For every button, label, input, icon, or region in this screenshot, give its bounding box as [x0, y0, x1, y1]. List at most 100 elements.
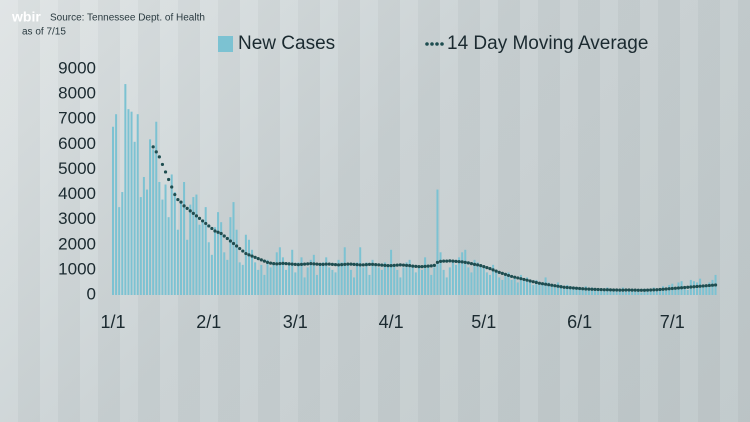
bar — [139, 197, 142, 295]
x-tick-label: 5/1 — [471, 312, 496, 332]
bar — [207, 242, 210, 295]
average-dot — [420, 265, 424, 269]
bar — [331, 269, 334, 295]
y-tick-label: 6000 — [58, 134, 96, 153]
average-dot — [197, 216, 202, 221]
bar — [581, 288, 584, 295]
average-dot — [188, 209, 192, 213]
average-dot — [312, 262, 316, 266]
bar — [575, 288, 578, 295]
average-dot — [704, 284, 708, 288]
average-dot — [417, 265, 421, 269]
average-dot — [299, 262, 304, 266]
bar — [136, 114, 139, 295]
average-dot — [262, 259, 267, 263]
average-dot — [469, 262, 474, 266]
average-dot — [401, 263, 406, 267]
bar — [133, 141, 136, 295]
average-dot — [476, 263, 480, 267]
average-dot — [525, 278, 529, 282]
average-dot — [272, 262, 276, 266]
average-dot — [327, 262, 331, 266]
average-dot — [713, 283, 718, 287]
average-dot — [522, 277, 526, 282]
bar — [179, 202, 182, 295]
bar — [643, 288, 646, 295]
average-dot — [506, 273, 511, 278]
bar — [368, 274, 371, 295]
bar — [343, 247, 346, 295]
average-dot — [235, 244, 239, 248]
average-dot — [661, 287, 665, 291]
bar — [485, 272, 488, 295]
average-dot — [689, 285, 693, 289]
bar — [492, 264, 495, 295]
average-dot — [463, 260, 467, 264]
average-dot — [389, 264, 393, 268]
bar — [170, 174, 173, 295]
bar — [405, 262, 408, 295]
average-dot — [513, 275, 517, 279]
bar — [312, 254, 315, 295]
average-dot — [204, 221, 208, 226]
bar — [322, 262, 325, 295]
legend-swatch — [218, 36, 233, 52]
bar — [383, 262, 386, 295]
bar — [519, 274, 522, 295]
bar — [195, 194, 198, 295]
average-dot — [287, 262, 291, 266]
average-dot — [315, 262, 319, 266]
average-dot — [710, 283, 715, 287]
y-tick-label: 0 — [87, 284, 96, 303]
average-dot — [330, 262, 334, 266]
bar — [325, 257, 328, 295]
bar — [213, 227, 216, 295]
bar — [411, 264, 414, 295]
average-dot — [584, 287, 588, 291]
average-dot — [176, 197, 180, 202]
average-dot — [587, 287, 591, 291]
bar — [334, 272, 337, 295]
bar — [587, 289, 590, 295]
bar — [288, 262, 291, 295]
average-dot — [352, 262, 356, 266]
average-dot — [435, 260, 440, 264]
average-dot — [565, 285, 569, 290]
bar — [300, 257, 303, 295]
bar — [624, 291, 627, 295]
average-dot — [170, 185, 174, 189]
bar — [702, 284, 705, 295]
bar — [495, 269, 498, 295]
bar — [285, 269, 288, 295]
average-dot — [577, 286, 582, 291]
average-dot — [633, 288, 637, 292]
bar — [124, 84, 127, 295]
average-dot — [423, 264, 427, 268]
average-dot — [228, 239, 233, 243]
bar — [427, 264, 430, 295]
average-dot — [386, 264, 390, 268]
average-dot — [442, 259, 446, 263]
average-dot — [624, 288, 628, 292]
bar — [609, 289, 612, 295]
average-dot — [438, 259, 443, 263]
bar — [461, 252, 464, 295]
bar — [436, 189, 439, 295]
bar — [504, 274, 507, 295]
bar — [532, 284, 535, 295]
bar — [247, 239, 250, 295]
bar — [544, 277, 547, 295]
average-dot — [244, 251, 248, 256]
bar — [349, 269, 352, 295]
average-dot — [296, 263, 300, 267]
bar — [424, 257, 427, 295]
average-dot — [213, 229, 217, 233]
average-dot — [550, 283, 554, 287]
average-dot — [599, 288, 603, 292]
average-dot — [160, 162, 165, 167]
bar — [112, 126, 114, 295]
average-dot — [655, 288, 659, 292]
average-dot — [404, 263, 409, 267]
bar — [356, 262, 359, 295]
bar — [550, 284, 553, 295]
